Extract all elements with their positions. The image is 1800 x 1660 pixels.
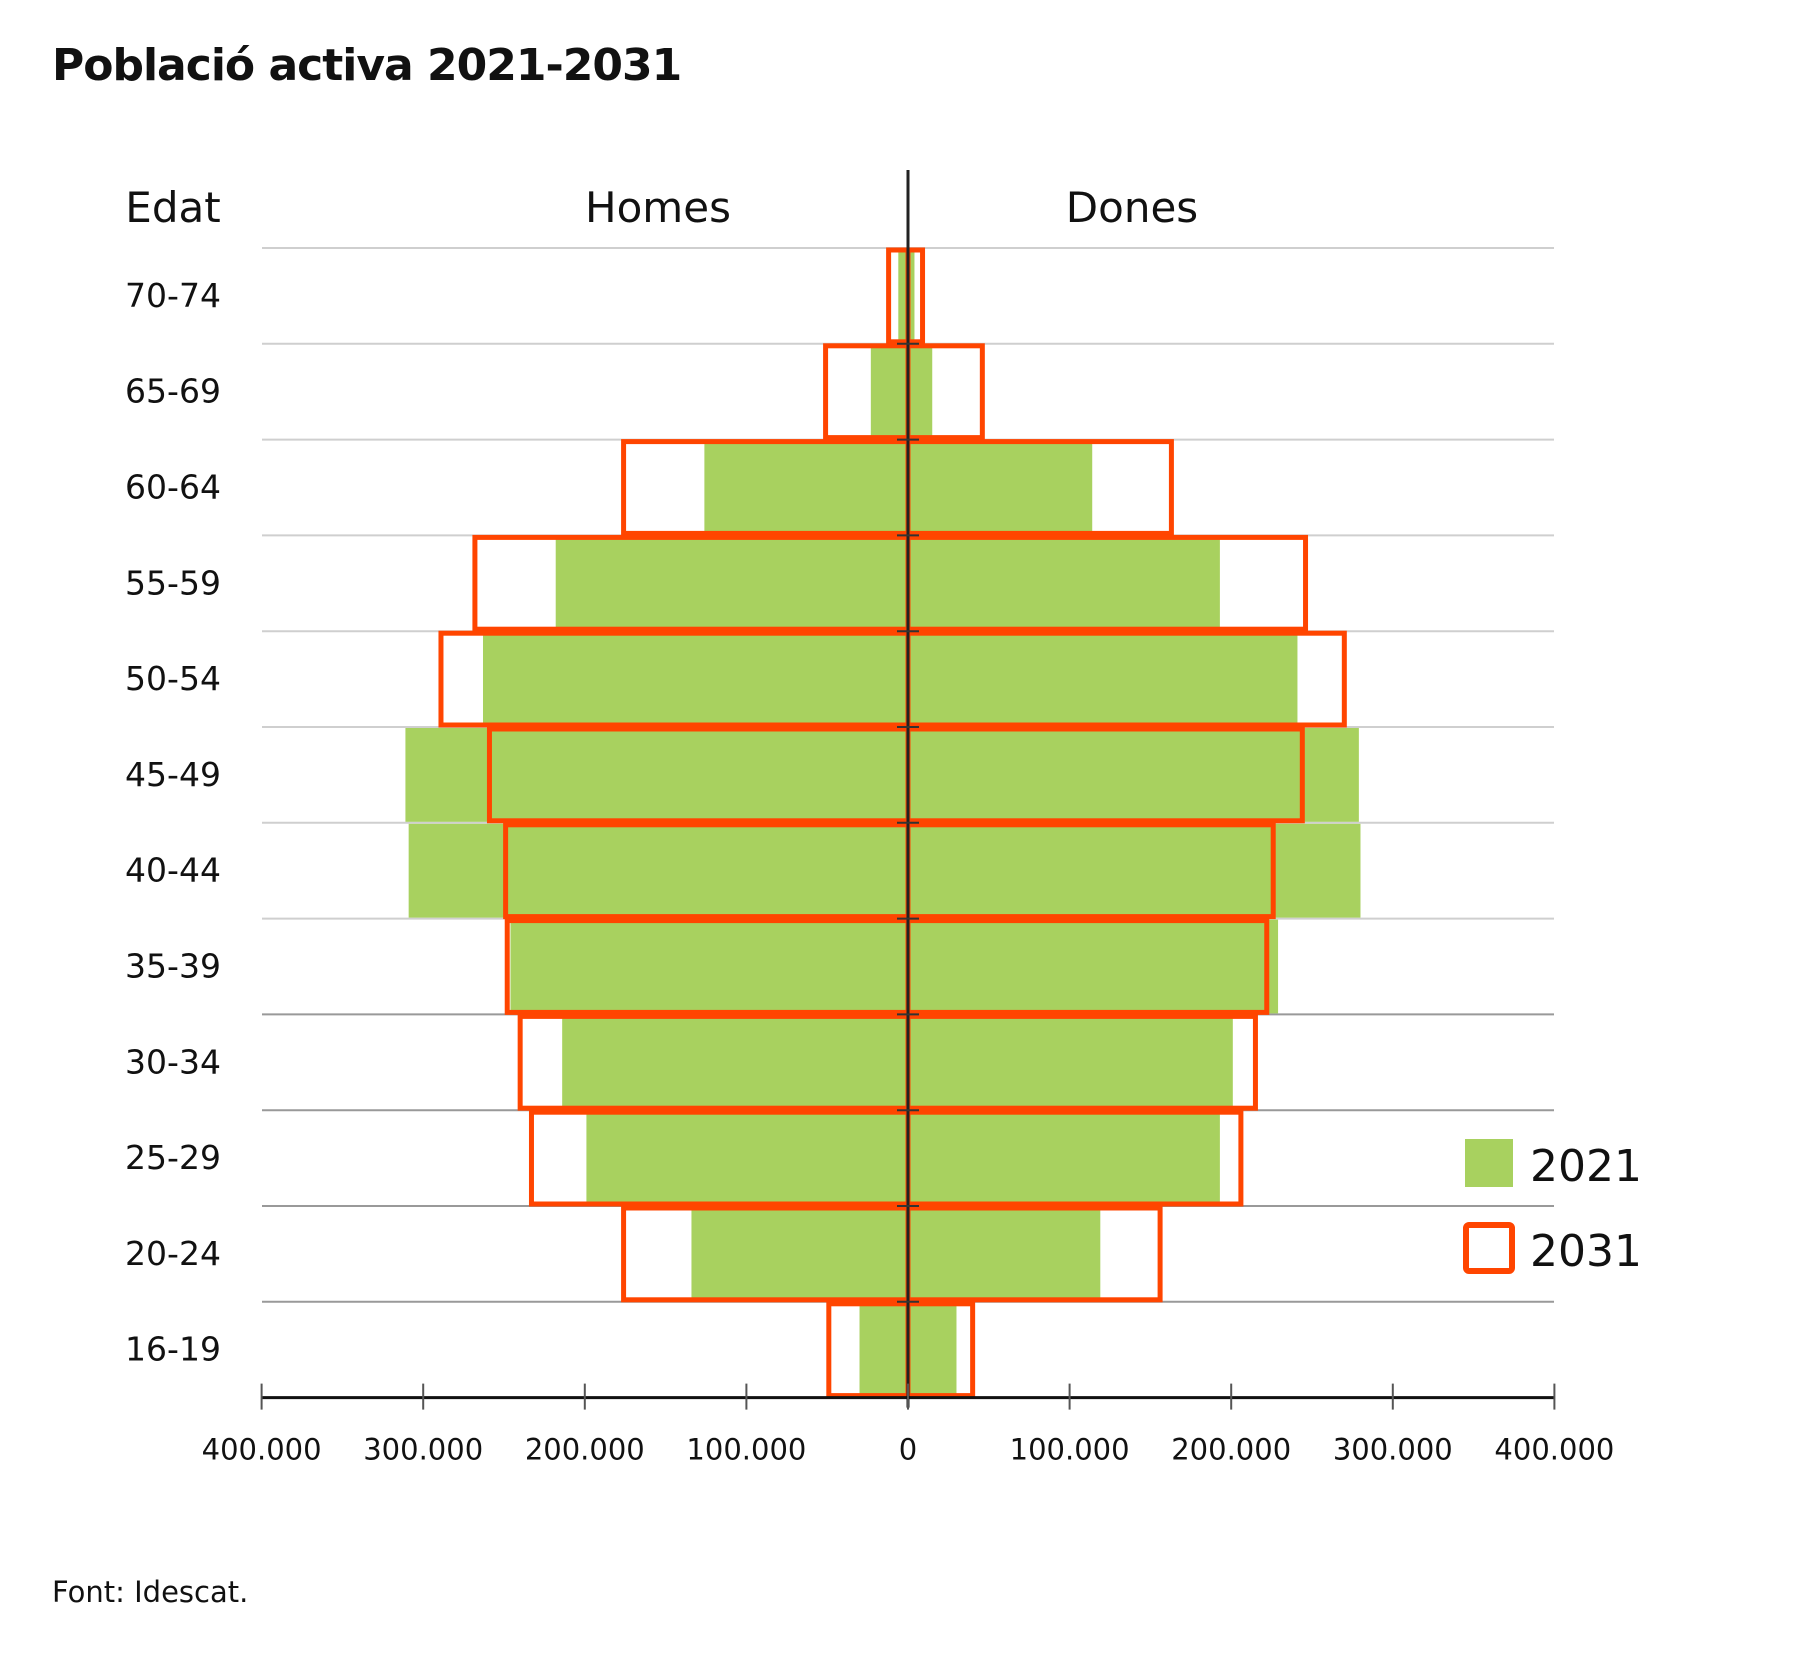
bar-2021-homes <box>562 1015 908 1110</box>
bar-2021-homes <box>408 823 908 918</box>
legend-swatch-2031 <box>1463 1222 1515 1274</box>
age-group-label: 30-34 <box>125 1042 221 1081</box>
x-tick-label: 200.000 <box>525 1433 645 1467</box>
legend-label-2021: 2021 <box>1530 1141 1642 1192</box>
age-group-label: 65-69 <box>125 372 221 411</box>
bar-2021-dones <box>908 344 933 439</box>
age-group-label: 35-39 <box>125 947 221 986</box>
bar-2021-dones <box>908 249 915 343</box>
age-group-label: 70-74 <box>125 276 221 315</box>
y-axis-title: Edat <box>125 183 220 232</box>
bar-2021-dones <box>908 440 1093 535</box>
bar-2021-dones <box>908 728 1359 822</box>
bar-2021-homes <box>555 536 908 631</box>
bar-2021-dones <box>908 1302 957 1397</box>
source-note: Font: Idescat. <box>52 1575 249 1609</box>
x-tick-label: 300.000 <box>1333 1433 1453 1467</box>
age-group-label: 60-64 <box>125 468 221 507</box>
x-tick-label: 100.000 <box>686 1433 806 1467</box>
x-tick-label: 400.000 <box>1494 1433 1614 1467</box>
age-group-label: 45-49 <box>125 755 221 794</box>
bar-2021-homes <box>870 344 908 439</box>
x-tick-label: 0 <box>899 1433 917 1467</box>
chart-title: Població activa 2021-2031 <box>52 40 682 91</box>
legend-label-2031: 2031 <box>1530 1226 1642 1277</box>
bar-2021-dones <box>908 823 1361 918</box>
bar-2021-dones <box>908 1015 1233 1110</box>
age-group-label: 20-24 <box>125 1234 221 1273</box>
x-tick-label: 400.000 <box>202 1433 322 1467</box>
bar-2021-dones <box>908 536 1220 631</box>
bar-2021-dones <box>908 632 1298 726</box>
bar-2021-homes <box>859 1302 908 1397</box>
x-tick-label: 200.000 <box>1171 1433 1291 1467</box>
x-tick-label: 300.000 <box>363 1433 483 1467</box>
dones-label: Dones <box>1066 183 1198 232</box>
bar-2021-dones <box>908 1207 1101 1301</box>
legend-swatch-2021 <box>1465 1139 1513 1187</box>
bar-2021-homes <box>405 728 908 822</box>
bar-2031-dones <box>905 247 926 345</box>
bar-2021-dones <box>908 919 1279 1014</box>
age-group-label: 25-29 <box>125 1138 221 1177</box>
bar-2021-homes <box>482 632 908 726</box>
bar-2021-homes <box>586 1111 908 1205</box>
age-group-label: 16-19 <box>125 1330 221 1369</box>
age-group-label: 40-44 <box>125 851 221 890</box>
bar-2021-homes <box>704 440 908 535</box>
age-group-label: 50-54 <box>125 659 221 698</box>
bar-2021-homes <box>510 919 908 1014</box>
bar-2021-dones <box>908 1111 1220 1205</box>
x-tick-label: 100.000 <box>1010 1433 1130 1467</box>
age-group-label: 55-59 <box>125 563 221 602</box>
bar-2021-homes <box>898 249 908 343</box>
bar-2021-homes <box>691 1207 908 1301</box>
homes-label: Homes <box>585 183 731 232</box>
